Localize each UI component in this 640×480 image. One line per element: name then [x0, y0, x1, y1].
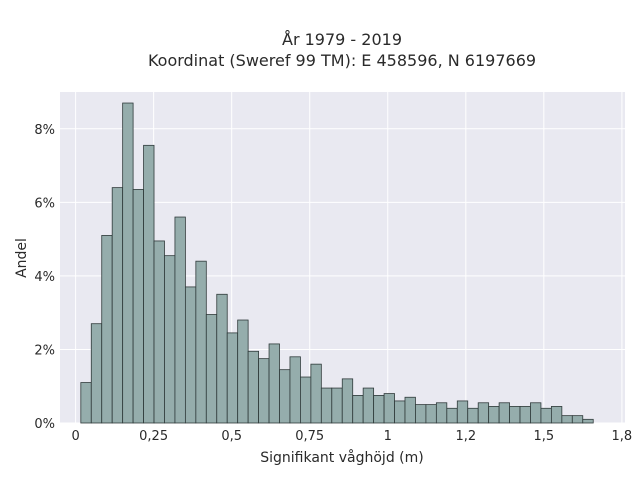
histogram-bar: [101, 235, 113, 424]
histogram-bar: [132, 189, 144, 424]
histogram-bar: [90, 323, 103, 424]
histogram-bar: [352, 395, 364, 424]
histogram-bar: [571, 415, 584, 424]
x-tick-label: 0,75: [295, 429, 324, 444]
histogram-bar: [80, 382, 92, 424]
histogram-bar: [153, 240, 165, 424]
histogram-bar: [530, 402, 542, 424]
histogram-bar: [184, 286, 197, 424]
x-tick-label: 0,25: [139, 429, 168, 444]
y-axis-label: Andel: [14, 238, 30, 278]
histogram-bar: [164, 255, 176, 424]
histogram-bar: [488, 406, 500, 424]
histogram-bar: [247, 350, 259, 424]
histogram-bar: [561, 415, 573, 424]
y-tick-label: 4%: [34, 270, 55, 285]
histogram-bar: [111, 187, 124, 424]
histogram-bar: [540, 407, 552, 424]
histogram-bar: [122, 102, 134, 424]
histogram-bar: [195, 260, 207, 424]
histogram-bar: [477, 402, 490, 424]
histogram-bar: [310, 363, 322, 424]
histogram-bar: [226, 332, 239, 424]
x-axis-label: Signifikant våghöjd (m): [260, 449, 423, 466]
histogram-bar: [341, 378, 354, 424]
histogram-bar: [550, 406, 563, 424]
histogram-bar: [362, 387, 375, 424]
histogram-bar: [467, 407, 479, 424]
histogram-bar: [446, 407, 458, 424]
x-tick-label: 1,2: [455, 429, 476, 444]
histogram-bar: [498, 402, 510, 424]
x-tick-label: 0: [71, 429, 79, 444]
histogram-bar: [237, 319, 249, 424]
histogram-bar: [320, 387, 333, 424]
histogram-bar: [205, 314, 218, 424]
chart-title-line2: Koordinat (Sweref 99 TM): E 458596, N 61…: [148, 51, 536, 70]
histogram-bar: [373, 395, 385, 424]
histogram-bar: [289, 356, 301, 424]
histogram-bar: [404, 396, 416, 424]
histogram-bar: [456, 400, 469, 424]
x-tick-label: 0,5: [221, 429, 242, 444]
histogram-bar: [509, 406, 521, 424]
x-tick-label: 1: [384, 429, 392, 444]
histogram-bar: [279, 369, 291, 424]
histogram-bars: [80, 102, 594, 424]
histogram-bar: [143, 144, 155, 424]
histogram-bar: [415, 404, 427, 424]
y-tick-label: 8%: [34, 123, 55, 138]
histogram-bar: [425, 404, 437, 424]
histogram-bar: [268, 343, 280, 424]
histogram-bar: [435, 402, 448, 424]
histogram-bar: [331, 387, 343, 424]
histogram-bar: [383, 393, 395, 424]
x-tick-label: 1,5: [533, 429, 554, 444]
histogram-bar: [216, 293, 228, 424]
chart-title-line1: År 1979 - 2019: [282, 30, 402, 49]
x-tick-label: 1,8: [612, 429, 633, 444]
histogram-bar: [258, 358, 270, 424]
y-tick-labels: 0% 2% 4% 6% 8%: [34, 123, 55, 432]
y-tick-label: 6%: [34, 196, 55, 211]
y-tick-label: 0%: [34, 417, 55, 432]
histogram-bar: [300, 376, 312, 424]
histogram-bar: [394, 400, 406, 424]
histogram-bar: [582, 418, 594, 424]
histogram-bar: [174, 216, 186, 424]
y-tick-label: 2%: [34, 343, 55, 358]
x-tick-labels: 0 0,25 0,5 0,75 1 1,2 1,5 1,8: [71, 429, 632, 444]
histogram-bar: [519, 406, 531, 424]
